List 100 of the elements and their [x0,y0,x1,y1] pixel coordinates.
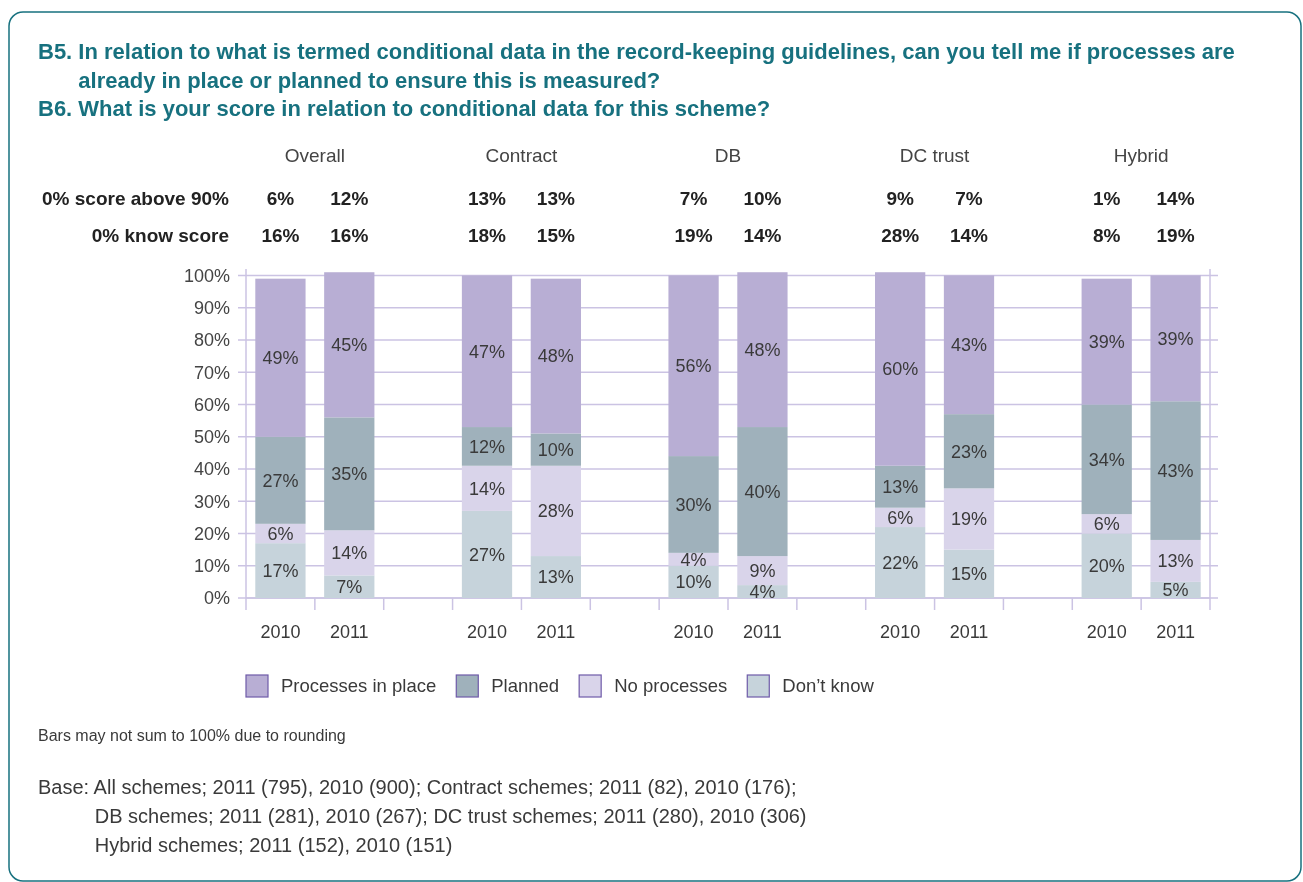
y-tick-label: 60% [193,394,230,415]
text: Overall [284,144,345,166]
bar [324,272,375,418]
legend-label: Planned [491,675,560,697]
data-label: 23% [950,441,988,462]
data-label: 49% [262,348,299,368]
data-label: 18% [467,225,507,246]
y-tick-label: 0% [203,588,230,609]
data-label: 7% [336,577,363,598]
data-label: 22% [882,552,919,573]
bar [668,456,719,553]
bar [324,417,375,531]
data-label: 60% [882,359,919,380]
data-label: 39% [1157,328,1194,349]
text: DB [714,144,742,166]
data-label: 6% [1093,514,1120,535]
data-label: 43% [950,335,988,356]
data-label: 14% [468,478,506,499]
legend-label: Don’t know [782,675,875,697]
data-label: 6% [887,507,914,528]
bar [1081,278,1132,405]
y-tick-label: 20% [193,523,230,544]
data-label: 6% [267,523,294,544]
data-label: 4% [680,549,707,570]
data-label: 56% [675,356,712,377]
bar [737,427,788,557]
y-tick-label: 80% [193,330,230,351]
x-tick-label: 2010 [466,622,508,642]
bar [943,275,995,415]
bar [461,510,513,598]
text: Bars may not sum to 100% due to rounding [38,727,346,744]
bar [1150,275,1201,402]
x-tick-label: 2010 [880,622,921,642]
data-label: 45% [331,335,368,356]
x-tick-label: 2011 [329,622,369,642]
data-label: 13% [1157,551,1194,572]
data-label: 19% [1156,225,1195,246]
data-label: 40% [744,481,781,502]
y-tick-label: 100% [183,265,230,286]
data-label: 19% [674,225,713,246]
x-tick-label: 2011 [536,622,576,642]
text: Base: All schemes; 2011 (795), 2010 (900); Contract schemes; 2011 (82), 2010 (176); DB schemes; 2011 (281), 2010 (267); DC trust schemes; 2011 (280), 2010 (306) Hybrid schemes; 2011 (152), 2010 (151) [38,776,807,856]
bar [255,436,306,524]
bar [737,272,788,428]
data-label: 9% [886,187,914,209]
bar [461,275,513,428]
y-tick-label: 40% [193,459,230,480]
y-tick-label: 90% [193,298,230,319]
data-label: 14% [1156,187,1195,209]
data-label: 1% [1092,187,1121,209]
data-label: 14% [949,225,989,246]
data-label: 13% [882,477,919,498]
data-label: 30% [675,494,712,515]
data-label: 48% [744,339,781,360]
data-label: 27% [468,544,506,565]
y-tick-label: 30% [193,491,230,512]
data-label: 27% [262,470,299,491]
data-label: 10% [675,572,712,593]
bar [1150,401,1201,540]
bar [255,543,306,598]
y-tick-label: 0% know score [91,225,229,246]
legend-label: Processes in place [281,675,437,697]
data-label: 14% [743,225,782,246]
bar [255,278,306,437]
data-label: 16% [330,225,369,246]
text: Contract [485,144,559,166]
data-label: 10% [537,439,574,460]
x-tick-label: 2010 [673,622,714,642]
data-label: 4% [749,581,776,602]
data-label: 15% [950,564,988,585]
y-tick-label: 50% [193,427,230,448]
bar [530,465,581,557]
text: Hybrid [1113,144,1169,166]
data-label: 34% [1088,449,1125,470]
bar [943,414,995,489]
x-tick-label: 2010 [260,622,301,642]
data-label: 6% [266,187,295,209]
data-label: 5% [1162,580,1189,601]
data-label: 7% [955,187,983,209]
bar [943,488,995,550]
data-label: 43% [1157,460,1194,481]
data-label: 13% [467,187,507,209]
data-label: 28% [537,501,574,522]
data-label: 28% [881,225,920,246]
data-label: 13% [537,567,574,588]
data-label: 13% [536,187,575,209]
data-label: 47% [468,341,506,362]
y-tick-label: 0% score above 90% [42,187,230,209]
data-label: 12% [330,187,369,209]
bar [530,278,581,434]
data-label: 19% [950,509,988,530]
data-label: 9% [749,560,776,581]
y-tick-label: 70% [193,362,230,383]
data-label: 20% [1088,556,1125,577]
data-label: 39% [1088,331,1125,352]
x-tick-label: 2010 [1086,622,1127,642]
data-label: 17% [262,560,299,581]
bar [875,272,926,466]
bar [875,527,926,598]
data-label: 7% [679,187,708,209]
